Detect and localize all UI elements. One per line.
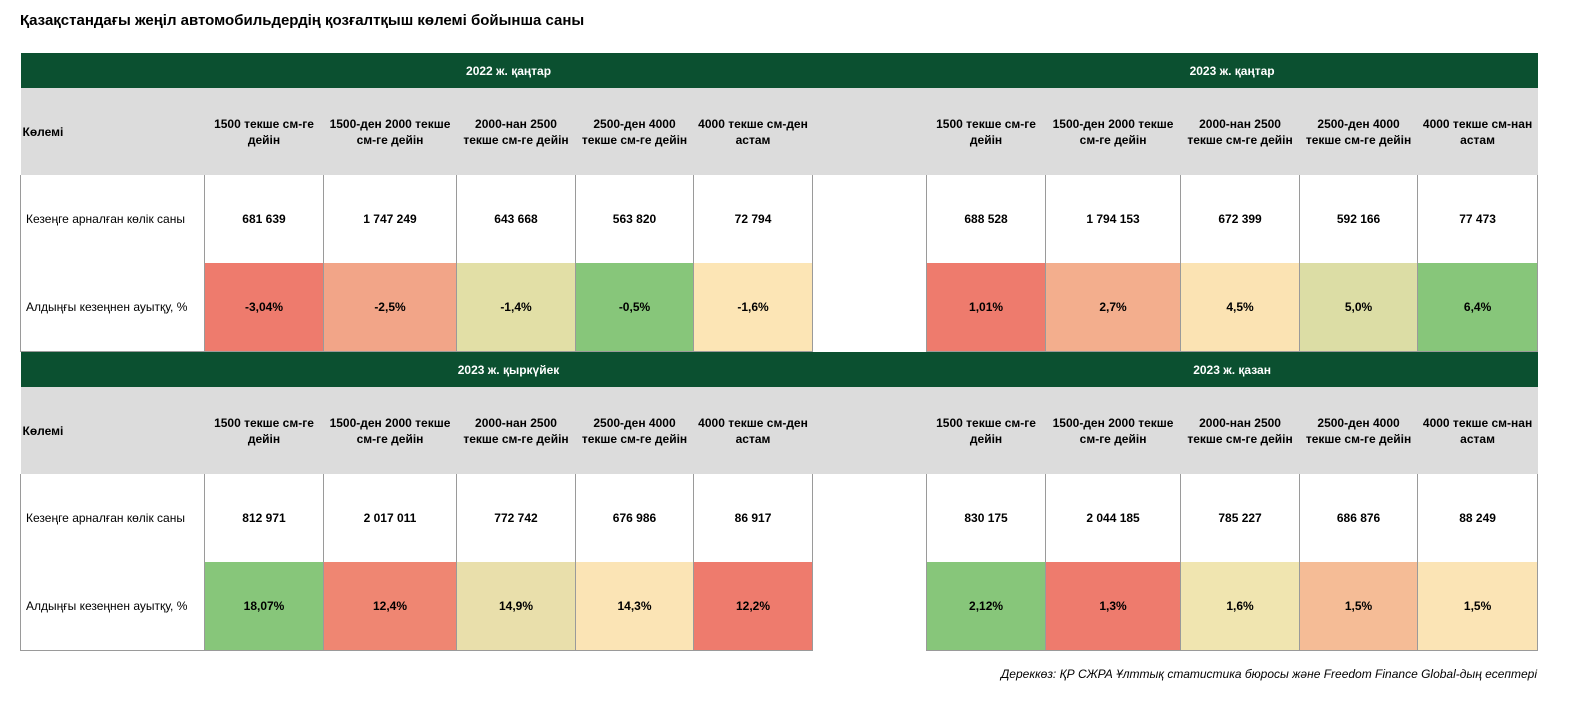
column-header: 2500-ден 4000 текше см-ге дейін	[575, 88, 694, 175]
count-cell: 2 017 011	[323, 474, 457, 562]
column-header: 2000-нан 2500 текше см-ге дейін	[456, 88, 576, 175]
count-cell: 86 917	[692, 474, 813, 562]
period-header-row: 2023 ж. қыркүйек 2023 ж. қазан	[20, 351, 1538, 387]
row-label-volume: Көлемі	[20, 88, 205, 175]
change-cell: 2,12%	[926, 562, 1046, 651]
count-cell: 72 794	[692, 175, 813, 263]
change-cell: -2,5%	[323, 263, 457, 352]
column-header: 2000-нан 2500 текше см-ге дейін	[456, 387, 576, 474]
count-cell: 830 175	[926, 474, 1046, 562]
change-row: Алдыңғы кезеңнен ауытқу, % -3,04% -2,5% …	[20, 263, 1539, 352]
change-cell: 14,9%	[456, 562, 576, 651]
count-cell: 688 528	[926, 175, 1046, 263]
column-header: 4000 текше см-нан астам	[1417, 88, 1538, 175]
count-cell: 672 399	[1180, 175, 1300, 263]
count-cell: 643 668	[456, 175, 576, 263]
row-label-change: Алдыңғы кезеңнен ауытқу, %	[20, 562, 205, 651]
row-label-change: Алдыңғы кезеңнен ауытқу, %	[20, 263, 205, 352]
page-title: Қазақстандағы жеңіл автомобильдердің қоз…	[20, 12, 585, 29]
change-cell: -0,5%	[575, 263, 694, 352]
change-cell: 1,5%	[1417, 562, 1539, 651]
column-gap	[812, 387, 927, 474]
count-row: Кезеңге арналған көлік саны 681 639 1 74…	[20, 175, 1539, 263]
count-cell: 88 249	[1417, 474, 1539, 562]
count-gap	[812, 474, 928, 562]
change-cell: 4,5%	[1180, 263, 1300, 352]
count-cell: 772 742	[456, 474, 576, 562]
period-header: 2023 ж. қазан	[926, 351, 1538, 387]
header-corner	[20, 351, 205, 387]
change-cell: 18,07%	[204, 562, 324, 651]
header-gap	[812, 351, 927, 387]
count-cell: 77 473	[1417, 175, 1539, 263]
count-cell: 785 227	[1180, 474, 1300, 562]
change-cell: 2,7%	[1045, 263, 1181, 352]
count-cell: 676 986	[575, 474, 694, 562]
change-cell: 12,4%	[323, 562, 457, 651]
header-gap	[812, 53, 927, 88]
count-cell: 592 166	[1299, 175, 1418, 263]
change-cell: 14,3%	[575, 562, 694, 651]
row-label-volume: Көлемі	[20, 387, 205, 474]
column-header: 2000-нан 2500 текше см-ге дейін	[1180, 88, 1300, 175]
column-header: 1500 текше см-ге дейін	[926, 387, 1046, 474]
header-corner	[20, 53, 205, 88]
column-header: 1500-ден 2000 текше см-ге дейін	[1045, 387, 1181, 474]
change-cell: 5,0%	[1299, 263, 1418, 352]
column-header-row: Көлемі 1500 текше см-ге дейін 1500-ден 2…	[20, 387, 1538, 474]
change-gap	[812, 263, 928, 352]
column-header: 4000 текше см-нан астам	[1417, 387, 1538, 474]
change-cell: 1,5%	[1299, 562, 1418, 651]
period-header-row: 2022 ж. қаңтар 2023 ж. қаңтар	[20, 53, 1538, 88]
change-cell: 12,2%	[692, 562, 813, 651]
change-cell: -3,04%	[204, 263, 324, 352]
change-cell: -1,6%	[692, 263, 813, 352]
row-label-count: Кезеңге арналған көлік саны	[20, 474, 205, 562]
row-label-count: Кезеңге арналған көлік саны	[20, 175, 205, 263]
change-cell: 1,3%	[1045, 562, 1181, 651]
engine-volume-table: 2022 ж. қаңтар 2023 ж. қаңтар Көлемі 150…	[20, 53, 1539, 651]
count-cell: 1 794 153	[1045, 175, 1181, 263]
change-row: Алдыңғы кезеңнен ауытқу, % 18,07% 12,4% …	[20, 562, 1539, 651]
column-header: 2500-ден 4000 текше см-ге дейін	[1299, 88, 1418, 175]
period-header: 2023 ж. қаңтар	[926, 53, 1538, 88]
column-header: 2500-ден 4000 текше см-ге дейін	[575, 387, 694, 474]
column-header: 4000 текше см-ден астам	[693, 88, 813, 175]
change-cell: 6,4%	[1417, 263, 1539, 352]
column-header: 1500 текше см-ге дейін	[926, 88, 1046, 175]
count-cell: 1 747 249	[323, 175, 457, 263]
column-header: 4000 текше см-ден астам	[693, 387, 813, 474]
change-cell: 1,01%	[926, 263, 1046, 352]
column-gap	[812, 88, 927, 175]
count-cell: 812 971	[204, 474, 324, 562]
period-header: 2022 ж. қаңтар	[204, 53, 813, 88]
change-gap	[812, 562, 928, 651]
column-header: 2500-ден 4000 текше см-ге дейін	[1299, 387, 1418, 474]
column-header: 1500 текше см-ге дейін	[204, 88, 324, 175]
period-header: 2023 ж. қыркүйек	[204, 351, 813, 387]
change-cell: -1,4%	[456, 263, 576, 352]
count-cell: 563 820	[575, 175, 694, 263]
count-gap	[812, 175, 928, 263]
change-cell: 1,6%	[1180, 562, 1300, 651]
column-header: 1500-ден 2000 текше см-ге дейін	[1045, 88, 1181, 175]
column-header: 2000-нан 2500 текше см-ге дейін	[1180, 387, 1300, 474]
count-cell: 681 639	[204, 175, 324, 263]
count-cell: 686 876	[1299, 474, 1418, 562]
column-header: 1500-ден 2000 текше см-ге дейін	[323, 387, 457, 474]
count-cell: 2 044 185	[1045, 474, 1181, 562]
column-header-row: Көлемі 1500 текше см-ге дейін 1500-ден 2…	[20, 88, 1538, 175]
column-header: 1500-ден 2000 текше см-ге дейін	[323, 88, 457, 175]
column-header: 1500 текше см-ге дейін	[204, 387, 324, 474]
source-note: Дереккөз: ҚР СЖРА Ұлттық статистика бюро…	[1000, 667, 1537, 681]
count-row: Кезеңге арналған көлік саны 812 971 2 01…	[20, 474, 1539, 562]
